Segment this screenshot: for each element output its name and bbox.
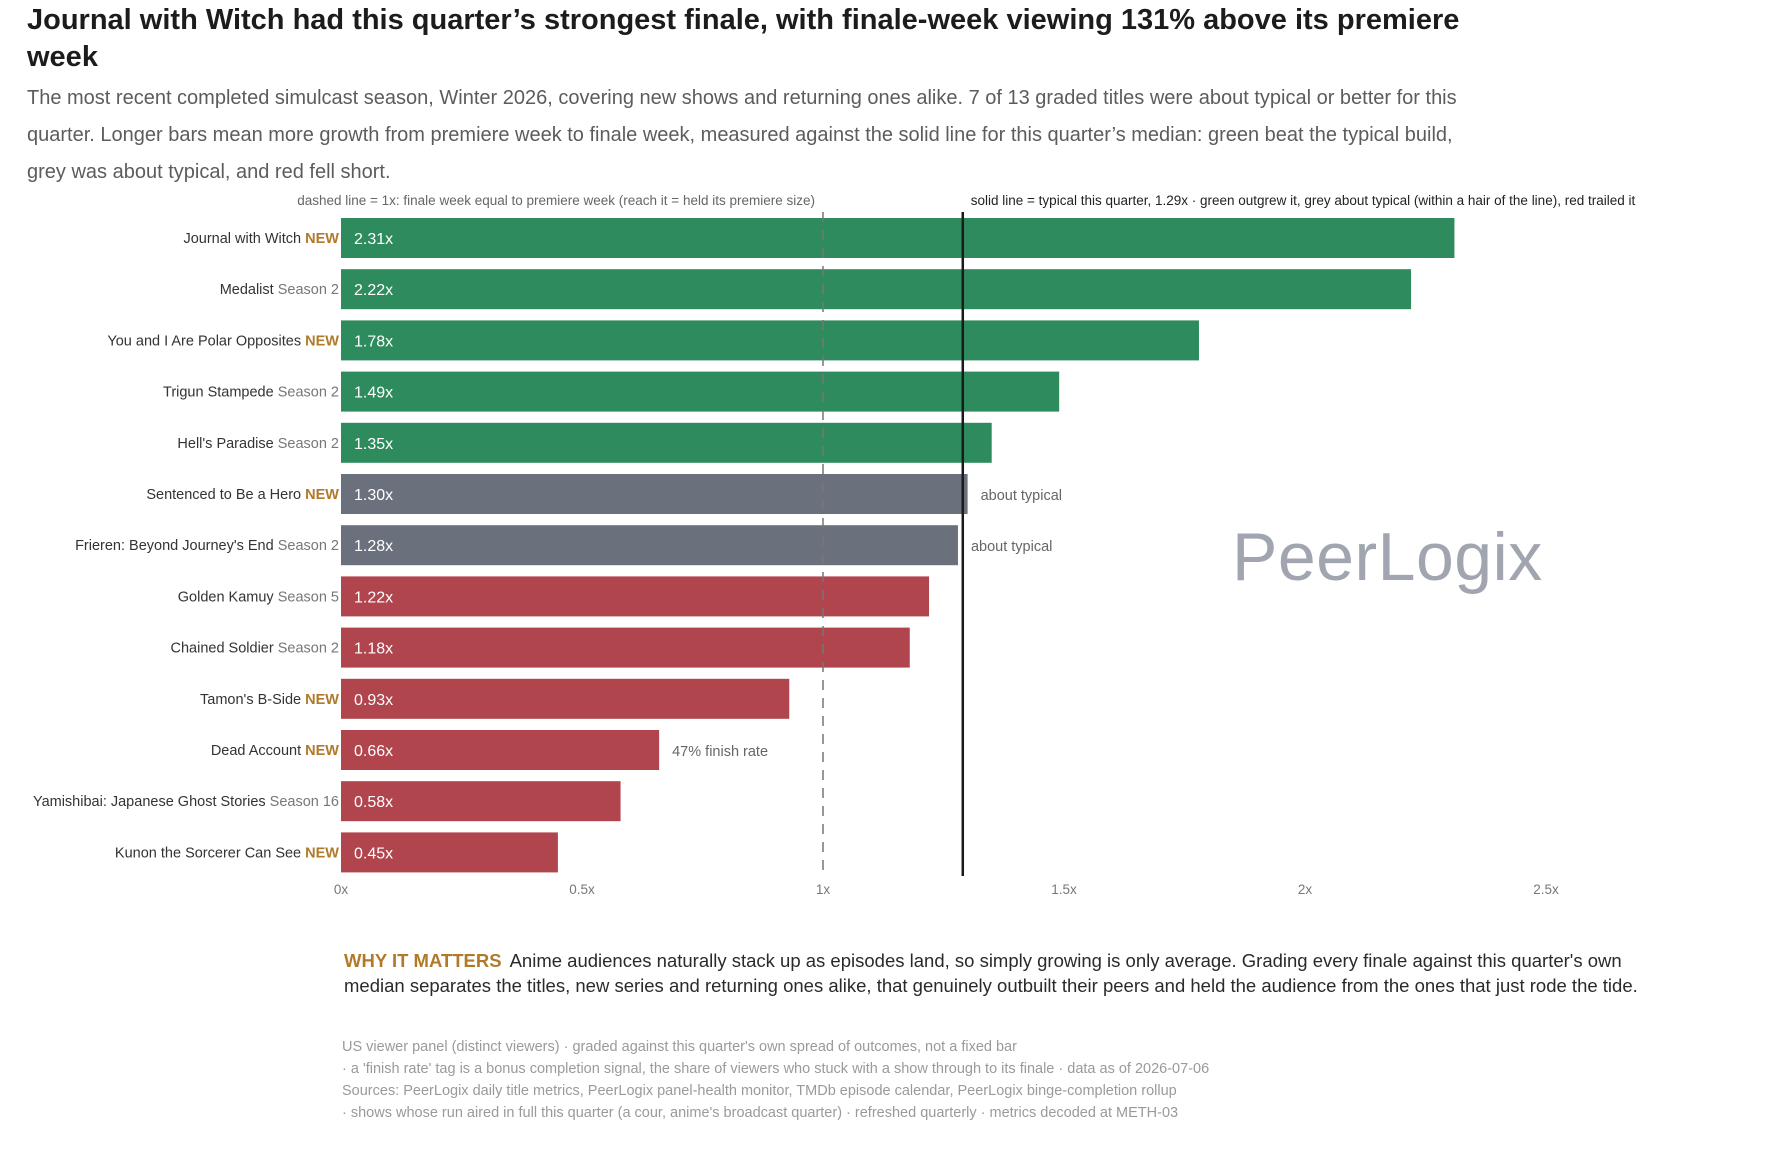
new-tag: NEW <box>305 743 339 759</box>
title-name: Yamishibai: Japanese Ghost Stories <box>33 794 270 810</box>
bar <box>341 730 660 770</box>
x-tick-label: 0x <box>334 882 349 897</box>
bar <box>341 269 1412 310</box>
bar <box>341 474 968 514</box>
season-tag: Season 2 <box>278 282 339 298</box>
title-name: Journal with Witch <box>183 231 305 247</box>
category-label: Hell's Paradise Season 2 <box>177 436 339 452</box>
bar <box>341 525 958 566</box>
category-label: Frieren: Beyond Journey's End Season 2 <box>75 538 339 554</box>
footnote-line: US viewer panel (distinct viewers) · gra… <box>342 1039 1017 1055</box>
bar <box>341 218 1455 258</box>
bar-value-label: 2.31x <box>354 231 393 248</box>
new-tag: NEW <box>305 487 339 503</box>
x-tick-label: 2x <box>1298 882 1313 897</box>
bar <box>341 678 790 719</box>
category-label: Trigun Stampede Season 2 <box>163 385 339 401</box>
bar-note: about typical <box>981 488 1062 504</box>
finale-growth-bar-chart: 2.31x Journal with Witch NEW 2.22x Medalist… <box>33 193 1636 897</box>
x-tick-label: 2.5x <box>1533 882 1559 897</box>
bar-value-label: 1.35x <box>354 436 393 453</box>
category-label: Tamon's B-Side NEW <box>200 692 339 708</box>
title-name: Hell's Paradise <box>177 436 277 452</box>
bar-value-label: 0.93x <box>354 692 393 709</box>
category-label: Sentenced to Be a Hero NEW <box>146 487 339 503</box>
title-name: Frieren: Beyond Journey's End <box>75 538 278 554</box>
bar-value-label: 0.45x <box>354 845 393 862</box>
title-name: You and I Are Polar Opposites <box>107 333 305 349</box>
bar-value-label: 1.18x <box>354 641 393 658</box>
peerlogix-watermark: PeerLogix <box>1232 519 1543 595</box>
bar-value-label: 2.22x <box>354 282 393 299</box>
bar <box>341 371 1060 412</box>
bar-value-label: 0.66x <box>354 743 393 760</box>
season-tag: Season 2 <box>278 436 339 452</box>
category-label: Chained Soldier Season 2 <box>171 641 340 657</box>
category-label: Golden Kamuy Season 5 <box>178 589 339 605</box>
season-tag: Season 2 <box>278 538 339 554</box>
bar <box>341 832 558 873</box>
season-tag: Season 2 <box>278 385 339 401</box>
bar-value-label: 1.22x <box>354 589 393 606</box>
why-it-matters-text: Anime audiences naturally stack up as ep… <box>344 950 1638 996</box>
parity-line-label: dashed line = 1x: finale week equal to p… <box>297 193 815 208</box>
bar-note: 47% finish rate <box>672 744 768 760</box>
footnote-line: · a 'finish rate' tag is a bonus complet… <box>342 1061 1210 1077</box>
x-tick-label: 1x <box>816 882 831 897</box>
bar-value-label: 1.49x <box>354 385 393 402</box>
title-name: Dead Account <box>211 743 305 759</box>
title-name: Medalist <box>220 282 278 298</box>
why-it-matters: WHY IT MATTERS Anime audiences naturally … <box>344 948 1674 998</box>
bar <box>341 422 992 463</box>
footnote-line: · shows whose run aired in full this qua… <box>342 1105 1179 1121</box>
category-label: Journal with Witch NEW <box>183 231 339 247</box>
category-label: Dead Account NEW <box>211 743 339 759</box>
why-it-matters-tag: WHY IT MATTERS <box>344 950 502 971</box>
title-name: Tamon's B-Side <box>200 692 305 708</box>
title-name: Trigun Stampede <box>163 385 278 401</box>
median-line-label: solid line = typical this quarter, 1.29x… <box>971 193 1636 208</box>
bar-value-label: 1.78x <box>354 333 393 350</box>
title-name: Golden Kamuy <box>178 589 278 605</box>
x-tick-label: 1.5x <box>1051 882 1077 897</box>
bar-note: about typical <box>971 539 1052 555</box>
bar <box>341 320 1199 361</box>
season-tag: Season 16 <box>270 794 339 810</box>
bar <box>341 576 930 617</box>
x-tick-label: 0.5x <box>569 882 595 897</box>
footnote-line: Sources: PeerLogix daily title metrics, … <box>342 1083 1177 1099</box>
bar <box>341 781 621 822</box>
bar <box>341 627 910 668</box>
bar-value-label: 1.28x <box>354 538 393 555</box>
chart-headline: Journal with Witch had this quarter’s st… <box>27 4 1460 73</box>
season-tag: Season 2 <box>278 641 339 657</box>
footnotes: US viewer panel (distinct viewers) · gra… <box>342 1036 1642 1124</box>
title-name: Sentenced to Be a Hero <box>146 487 305 503</box>
chart-subtitle: The most recent completed simulcast seas… <box>27 87 1457 183</box>
title-name: Chained Soldier <box>171 641 278 657</box>
category-label: You and I Are Polar Opposites NEW <box>107 333 339 349</box>
category-label: Kunon the Sorcerer Can See NEW <box>115 845 339 861</box>
category-label: Yamishibai: Japanese Ghost Stories Seaso… <box>33 794 339 810</box>
bar-value-label: 0.58x <box>354 794 393 811</box>
bar-value-label: 1.30x <box>354 487 393 504</box>
title-name: Kunon the Sorcerer Can See <box>115 845 305 861</box>
category-label: Medalist Season 2 <box>220 282 339 298</box>
new-tag: NEW <box>305 692 339 708</box>
new-tag: NEW <box>305 231 339 247</box>
new-tag: NEW <box>305 845 339 861</box>
new-tag: NEW <box>305 333 339 349</box>
season-tag: Season 5 <box>278 589 339 605</box>
